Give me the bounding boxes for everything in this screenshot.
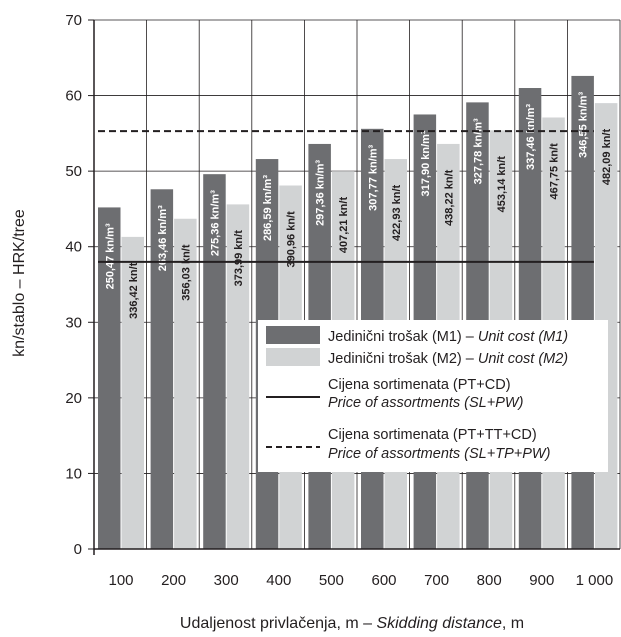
data-label-m1: 263,46 kn/m³ <box>157 205 169 271</box>
reference-lines <box>98 130 594 263</box>
data-label-m2: 373,99 kn/t <box>233 230 245 287</box>
bar-m1 <box>150 189 174 549</box>
x-axis-title-sep: – <box>359 615 377 632</box>
data-label-m1: 307,77 kn/m³ <box>367 144 379 210</box>
x-tick-label: 500 <box>319 572 344 589</box>
data-label-m2: 356,03 kn/t <box>180 244 192 301</box>
data-label-m1: 250,47 kn/m³ <box>104 223 116 289</box>
y-tick-label: 50 <box>65 163 82 180</box>
data-label-m2: 453,14 kn/t <box>496 156 508 213</box>
legend-swatch-m2 <box>266 348 320 366</box>
x-axis-title-hr: Udaljenost privlačenja, m <box>180 615 359 632</box>
data-label-m2: 407,21 kn/t <box>338 197 350 254</box>
x-tick-label: 800 <box>477 572 502 589</box>
y-tick-label: 60 <box>65 88 82 105</box>
data-label-m2: 390,96 kn/t <box>286 211 298 268</box>
x-axis-title: Udaljenost privlačenja, m – Skidding dis… <box>180 615 524 632</box>
x-tick-label: 400 <box>266 572 291 589</box>
x-axis-title-unit: , m <box>502 615 524 632</box>
axes <box>88 19 620 555</box>
data-label-m1: 297,36 kn/m³ <box>315 160 327 226</box>
bar-m1 <box>98 207 121 549</box>
data-label-m1: 286,59 kn/m³ <box>262 175 274 241</box>
y-tick-label: 0 <box>74 541 82 558</box>
data-label-m1: 337,46 kn/m³ <box>525 104 537 170</box>
data-label-m2: 422,93 kn/t <box>391 184 403 241</box>
x-tick-label: 300 <box>214 572 239 589</box>
legend-entry-price-pt-tt-cd: Cijena sortimenata (PT+TT+CD) <box>328 427 537 443</box>
y-tick-label: 10 <box>65 465 82 482</box>
y-tick-labels: 0 10 20 30 40 50 60 70 <box>65 12 82 558</box>
x-tick-label: 100 <box>108 572 133 589</box>
x-tick-label: 1 000 <box>576 572 614 589</box>
data-label-m2: 482,09 kn/t <box>601 129 613 186</box>
y-tick-label: 30 <box>65 314 82 331</box>
data-label-m1: 317,90 kn/m³ <box>420 130 432 196</box>
data-label-m2: 438,22 kn/t <box>443 169 455 226</box>
bar-m2 <box>121 236 144 549</box>
bar-m1 <box>203 174 226 549</box>
bar-m2 <box>226 204 250 549</box>
data-label-m1: 346,55 kn/m³ <box>578 92 590 158</box>
y-axis-title: kn/stablo – HRK/tree <box>11 209 28 357</box>
data-label-m1: 327,78 kn/m³ <box>472 118 484 184</box>
legend-entry-price-pt-cd: Cijena sortimenata (PT+CD) <box>328 377 511 393</box>
x-tick-label: 900 <box>529 572 554 589</box>
data-label-m2: 467,75 kn/t <box>549 143 561 200</box>
x-tick-labels: 100 200 300 400 500 600 700 800 900 1 000 <box>108 572 613 589</box>
y-tick-label: 70 <box>65 12 82 29</box>
legend-entry-m1: Jedinični trošak (M1) – Unit cost (M1) <box>328 329 568 345</box>
legend-entry-m2: Jedinični trošak (M2) – Unit cost (M2) <box>328 351 568 367</box>
data-label-m1: 275,36 kn/m³ <box>209 190 221 256</box>
y-tick-label: 20 <box>65 390 82 407</box>
legend-swatch-m1 <box>266 326 320 344</box>
bar-labels: 250,47 kn/m³ 336,42 kn/t 263,46 kn/m³ 356,0… <box>104 92 613 319</box>
x-tick-label: 600 <box>371 572 396 589</box>
legend: Jedinični trošak (M1) – Unit cost (M1) J… <box>258 320 608 472</box>
legend-entry-price-sl-tp-pw: Price of assortments (SL+TP+PW) <box>328 446 550 462</box>
bar-m2 <box>174 218 197 549</box>
data-label-m2: 336,42 kn/t <box>128 262 140 319</box>
x-tick-label: 200 <box>161 572 186 589</box>
x-tick-label: 700 <box>424 572 449 589</box>
legend-entry-price-sl-pw: Price of assortments (SL+PW) <box>328 395 523 411</box>
bars <box>98 75 618 550</box>
x-axis-title-en: Skidding distance <box>376 615 502 632</box>
y-tick-label: 40 <box>65 239 82 256</box>
